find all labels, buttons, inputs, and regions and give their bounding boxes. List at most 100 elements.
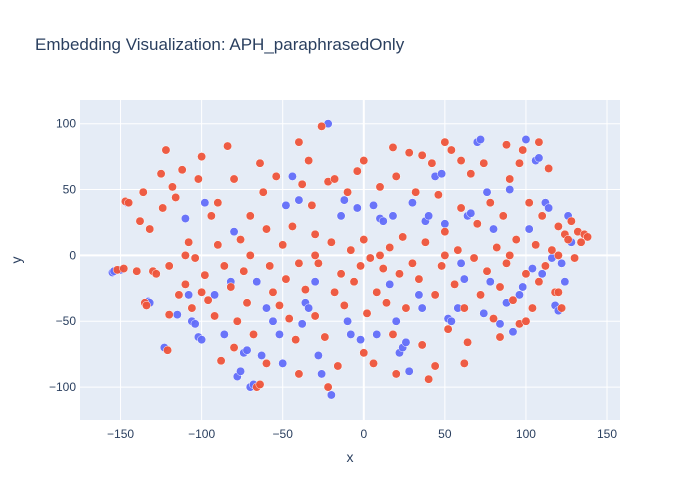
scatter-point [352, 166, 362, 176]
scatter-point [495, 332, 505, 342]
scatter-point [566, 216, 576, 226]
scatter-point [349, 277, 359, 287]
x-tick-label: 100 [516, 427, 536, 441]
scatter-point [174, 290, 184, 300]
scatter-point [482, 187, 492, 197]
scatter-point [310, 229, 320, 239]
scatter-point [505, 185, 515, 194]
scatter-point [456, 203, 466, 213]
scatter-point [391, 369, 401, 379]
scatter-point [180, 250, 190, 260]
scatter-point [459, 358, 469, 368]
scatter-point [356, 261, 365, 271]
scatter-point [385, 279, 395, 289]
y-axis-title: y [8, 257, 24, 264]
scatter-point [508, 327, 518, 337]
scatter-point [197, 335, 207, 345]
scatter-point [257, 351, 267, 360]
scatter-point [310, 311, 320, 321]
scatter-point [177, 165, 187, 175]
x-tick-label: −150 [107, 427, 134, 441]
scatter-point [219, 261, 229, 271]
scatter-point [404, 366, 414, 376]
scatter-point [310, 250, 320, 260]
scatter-point [524, 198, 534, 208]
scatter-point [482, 266, 492, 276]
scatter-point [463, 337, 473, 347]
scatter-point [156, 169, 166, 179]
scatter-point [372, 329, 382, 339]
scatter-point [378, 216, 388, 226]
scatter-point [563, 235, 573, 245]
scatter-point [505, 250, 515, 260]
scatter-point [456, 156, 466, 166]
scatter-point [356, 335, 365, 345]
scatter-point [281, 274, 291, 284]
scatter-point [200, 198, 210, 208]
chart-title: Embedding Visualization: APH_paraphrased… [35, 35, 405, 54]
scatter-point [304, 303, 314, 313]
scatter-point [521, 135, 531, 144]
scatter-point [518, 282, 528, 292]
scatter-point [323, 382, 333, 392]
scatter-point [362, 308, 372, 318]
scatter-point [424, 211, 434, 221]
scatter-point [352, 203, 362, 213]
scatter-point [242, 345, 252, 355]
scatter-point [307, 200, 317, 210]
scatter-point [242, 298, 252, 308]
scatter-point [258, 187, 268, 197]
scatter-point [450, 279, 460, 289]
scatter-point [313, 351, 323, 360]
y-axis-ticks: −100 −50 0 50 100 [49, 117, 76, 394]
scatter-point [375, 250, 385, 260]
scatter-point [216, 356, 226, 366]
scatter-point [271, 171, 281, 181]
scatter-point [495, 319, 505, 329]
scatter-point [518, 145, 528, 155]
scatter-point [453, 245, 463, 255]
scatter-point [281, 200, 291, 210]
scatter-point [372, 287, 382, 297]
scatter-point [193, 174, 203, 184]
scatter-point [531, 240, 541, 250]
scatter-point [433, 190, 443, 200]
scatter-point [161, 145, 171, 155]
scatter-point [359, 235, 369, 245]
scatter-point [437, 261, 447, 271]
x-tick-label: 0 [360, 427, 367, 441]
scatter-point [317, 369, 327, 379]
scatter-point [544, 164, 554, 173]
scatter-point [172, 310, 182, 320]
scatter-point [476, 135, 485, 144]
scatter-point [515, 158, 524, 168]
scatter-point [346, 329, 356, 339]
scatter-point [330, 287, 340, 297]
scatter-point [430, 290, 440, 300]
scatter-point [294, 369, 304, 379]
scatter-point [553, 250, 563, 260]
scatter-point [534, 137, 544, 147]
scatter-point [164, 310, 174, 320]
scatter-point [326, 390, 336, 400]
scatter-point [391, 316, 401, 326]
scatter-point [472, 219, 482, 229]
scatter-point [469, 253, 479, 263]
scatter-point [197, 287, 207, 297]
scatter-point [527, 303, 537, 313]
scatter-point [417, 150, 427, 160]
scatter-point [287, 171, 297, 181]
y-tick-label: 100 [56, 117, 76, 131]
scatter-point [158, 203, 168, 213]
y-tick-label: 0 [69, 248, 76, 262]
scatter-point [317, 121, 327, 131]
scatter-point [479, 308, 489, 318]
scatter-point [388, 329, 398, 339]
scatter-point [537, 211, 547, 221]
scatter-point [414, 274, 424, 284]
scatter-point [262, 224, 271, 234]
scatter-point [190, 253, 200, 263]
scatter-point [291, 335, 301, 345]
scatter-point [479, 158, 489, 168]
scatter-point [446, 145, 456, 155]
